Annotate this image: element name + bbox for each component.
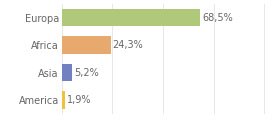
Text: 24,3%: 24,3% bbox=[113, 40, 143, 50]
Bar bbox=[62, 9, 200, 27]
Bar bbox=[62, 91, 66, 109]
Text: 5,2%: 5,2% bbox=[74, 68, 99, 78]
Text: 1,9%: 1,9% bbox=[67, 95, 92, 105]
Text: 68,5%: 68,5% bbox=[202, 13, 233, 23]
Bar bbox=[62, 64, 72, 81]
Bar bbox=[62, 36, 111, 54]
